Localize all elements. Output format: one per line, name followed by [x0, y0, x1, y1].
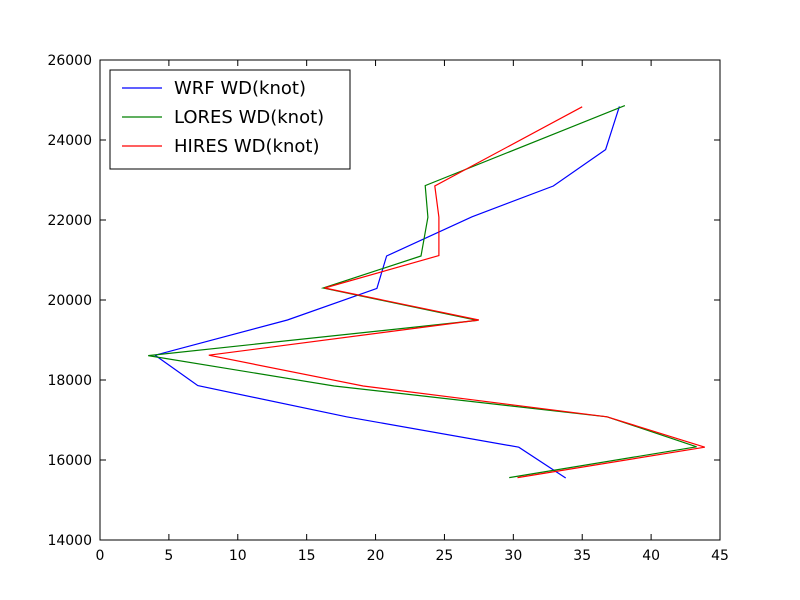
x-tick-label: 20 [367, 548, 385, 564]
legend-box [109, 69, 351, 170]
x-tick-label: 40 [642, 548, 660, 564]
plot-frame [99, 59, 721, 541]
y-tick-label: 14000 [47, 533, 92, 549]
y-tick-label: 22000 [47, 213, 92, 229]
y-tick-label: 18000 [47, 373, 92, 389]
x-tick-label: 10 [229, 548, 247, 564]
x-tick-label: 25 [436, 548, 454, 564]
legend-label-0: WRF WD(knot) [174, 78, 306, 99]
legend: WRF WD(knot) LORES WD(knot) HIRES WD(knot) [109, 69, 351, 170]
legend-label-1: LORES WD(knot) [174, 107, 324, 128]
series-line-0 [153, 106, 620, 479]
y-tick-label: 26000 [47, 53, 92, 69]
ticks-layer: 0 5 10 15 20 25 30 35 40 45 14000 16000 18000 20000 22… [47, 53, 728, 564]
x-tick-label: 0 [96, 548, 105, 564]
y-tick-label: 24000 [47, 133, 92, 149]
y-tick-label: 20000 [47, 293, 92, 309]
x-tick-label: 35 [573, 548, 591, 564]
series-line-2 [208, 106, 705, 479]
series-layer [148, 105, 705, 479]
x-tick-label: 45 [711, 548, 729, 564]
x-tick-label: 5 [164, 548, 173, 564]
legend-label-2: HIRES WD(knot) [174, 136, 319, 157]
x-tick-label: 30 [504, 548, 522, 564]
y-tick-label: 16000 [47, 453, 92, 469]
x-tick-label: 15 [298, 548, 316, 564]
